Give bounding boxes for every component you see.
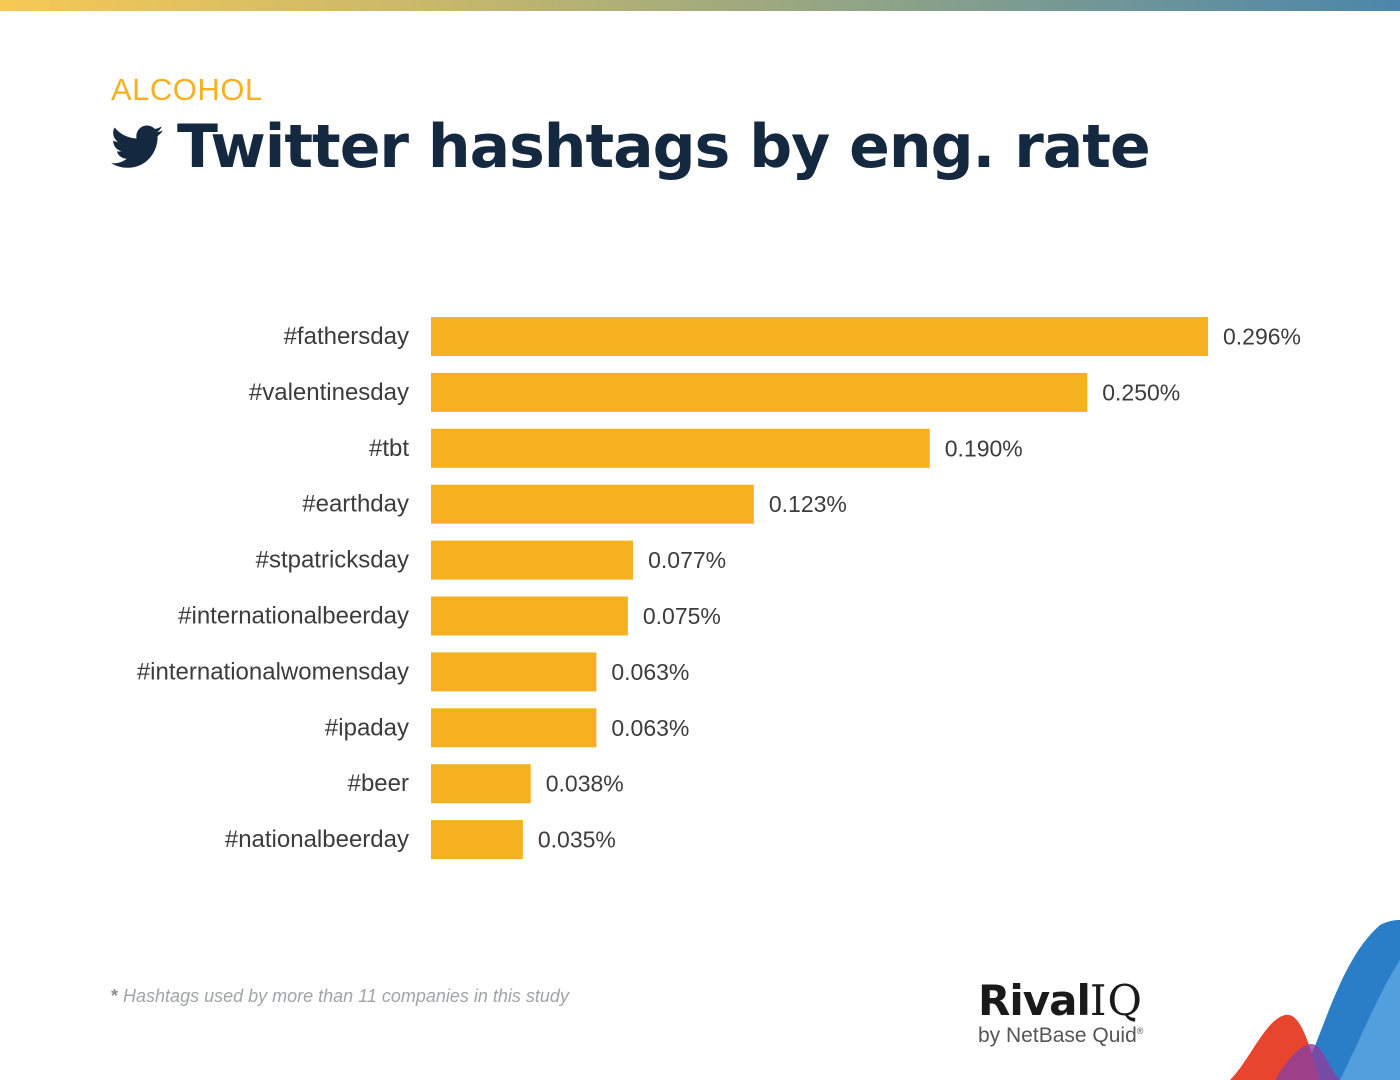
footnote: * Hashtags used by more than 11 companie… bbox=[111, 986, 569, 1007]
bar bbox=[431, 596, 628, 636]
category-label: ALCOHOL bbox=[111, 72, 263, 107]
data-label: 0.035% bbox=[538, 827, 616, 853]
footnote-text: Hashtags used by more than 11 companies … bbox=[123, 986, 569, 1006]
category-label: #nationalbeerday bbox=[225, 826, 409, 853]
data-label: 0.077% bbox=[648, 547, 726, 573]
registered-mark: ® bbox=[1136, 1026, 1144, 1036]
category-label: #earthday bbox=[302, 491, 409, 518]
category-label: #ipaday bbox=[325, 714, 409, 741]
logo-iq: IQ bbox=[1089, 976, 1143, 1025]
rival-iq-logo: RivalIQ by NetBase Quid® bbox=[978, 978, 1218, 1058]
footnote-mark: * bbox=[111, 986, 119, 1006]
bar bbox=[431, 428, 930, 468]
top-gradient-stripe bbox=[0, 0, 1400, 11]
logo-tagline: by NetBase Quid® bbox=[978, 1024, 1144, 1047]
category-label: #internationalwomensday bbox=[137, 658, 409, 685]
data-label: 0.123% bbox=[769, 491, 847, 517]
bar bbox=[431, 652, 597, 692]
data-label: 0.296% bbox=[1223, 324, 1301, 350]
bar bbox=[431, 540, 634, 580]
category-label: #stpatricksday bbox=[256, 547, 409, 574]
data-label: 0.190% bbox=[945, 435, 1023, 461]
data-label: 0.250% bbox=[1102, 379, 1180, 405]
bar bbox=[431, 708, 597, 748]
category-label: #valentinesday bbox=[249, 379, 409, 406]
category-label: #tbt bbox=[369, 435, 409, 462]
bar bbox=[431, 484, 754, 524]
data-label: 0.063% bbox=[611, 715, 689, 741]
category-label: #fathersday bbox=[284, 323, 409, 350]
bar bbox=[431, 372, 1088, 412]
twitter-bird-icon bbox=[111, 125, 163, 168]
bar bbox=[431, 764, 531, 804]
title-row: Twitter hashtags by eng. rate bbox=[111, 112, 1151, 182]
bar bbox=[431, 317, 1208, 356]
logo-wordmark: RivalIQ bbox=[978, 976, 1143, 1025]
category-label: #beer bbox=[348, 770, 409, 797]
corner-decoration-shapes bbox=[1230, 920, 1400, 1080]
data-label: 0.063% bbox=[611, 659, 689, 685]
data-label: 0.038% bbox=[546, 771, 624, 797]
chart-title: Twitter hashtags by eng. rate bbox=[177, 112, 1151, 182]
category-label: #internationalbeerday bbox=[178, 603, 409, 630]
data-label: 0.075% bbox=[643, 603, 721, 629]
bar bbox=[431, 820, 523, 860]
